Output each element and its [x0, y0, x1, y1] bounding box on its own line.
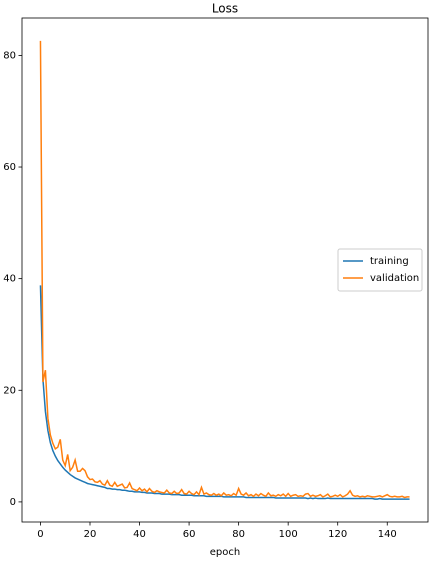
x-axis-label: epoch — [210, 547, 240, 558]
line-series — [39, 285, 410, 500]
y-tick-label: 40 — [3, 274, 16, 285]
x-tick-label: 80 — [232, 529, 245, 540]
x-tick-label: 0 — [37, 529, 43, 540]
line-series — [39, 40, 410, 499]
x-tick-label: 140 — [378, 529, 397, 540]
x-tick-label: 40 — [133, 529, 146, 540]
y-tick-label: 0 — [10, 497, 16, 508]
legend-label: validation — [370, 273, 419, 284]
legend-label: training — [370, 256, 409, 267]
x-tick-label: 20 — [84, 529, 97, 540]
x-tick-label: 100 — [279, 529, 298, 540]
chart-title: Loss — [212, 2, 238, 16]
x-tick-label: 60 — [183, 529, 196, 540]
y-tick-label: 20 — [3, 385, 16, 396]
y-tick-label: 60 — [3, 162, 16, 173]
x-tick-label: 120 — [328, 529, 347, 540]
legend-box — [337, 248, 423, 292]
y-tick-label: 80 — [3, 50, 16, 61]
